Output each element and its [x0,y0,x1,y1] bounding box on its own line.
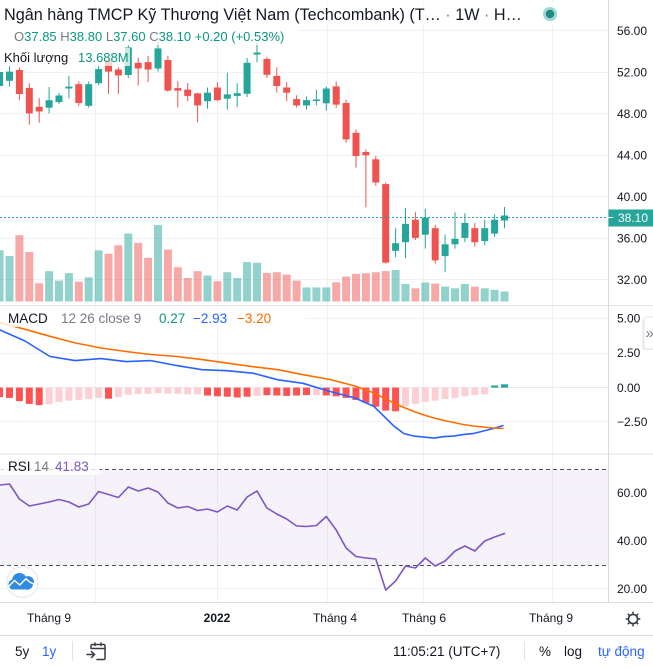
svg-text:40.00: 40.00 [617,190,647,204]
svg-text:48.00: 48.00 [617,107,647,121]
svg-text:Tháng 6: Tháng 6 [402,611,446,625]
svg-text:»: » [646,325,653,342]
svg-text:2022: 2022 [204,611,231,625]
svg-text:2.50: 2.50 [617,346,641,360]
svg-text:Tháng 9: Tháng 9 [529,611,573,625]
svg-text:40.00: 40.00 [617,534,647,548]
svg-text:5y: 5y [15,644,30,659]
svg-text:%: % [539,644,551,659]
svg-text:13.688M: 13.688M [78,50,129,65]
svg-text:32.00: 32.00 [617,273,647,287]
svg-text:36.00: 36.00 [617,232,647,246]
svg-text:0.27: 0.27 [159,311,185,326]
svg-text:20.00: 20.00 [617,582,647,596]
svg-text:14: 14 [34,459,50,474]
svg-text:41.83: 41.83 [55,459,89,474]
svg-text:Ngân hàng TMCP Kỹ Thương Việt: Ngân hàng TMCP Kỹ Thương Việt Nam (Techc… [4,6,522,24]
svg-text:Tháng 9: Tháng 9 [27,611,71,625]
svg-text:5.00: 5.00 [617,312,641,326]
svg-text:−2.50: −2.50 [617,415,648,429]
svg-text:RSI: RSI [8,459,31,474]
svg-text:60.00: 60.00 [617,486,647,500]
svg-text:Tháng 4: Tháng 4 [313,611,357,625]
svg-text:MACD: MACD [8,311,48,326]
svg-text:0.00: 0.00 [617,381,641,395]
svg-text:tự động: tự động [598,644,645,659]
svg-text:52.00: 52.00 [617,66,647,80]
svg-text:log: log [564,644,582,659]
svg-text:−3.20: −3.20 [237,311,271,326]
svg-text:44.00: 44.00 [617,149,647,163]
svg-text:56.00: 56.00 [617,24,647,38]
svg-text:Khối lượng: Khối lượng [4,50,68,65]
svg-text:O37.85 H38.80 L37.60 C38.10 +0: O37.85 H38.80 L37.60 C38.10 +0.20 (+0.53… [14,29,284,44]
svg-text:1y: 1y [42,644,57,659]
svg-text:38.10: 38.10 [618,211,648,225]
svg-text:−2.93: −2.93 [193,311,227,326]
svg-text:11:05:21 (UTC+7): 11:05:21 (UTC+7) [393,644,500,659]
svg-text:12 26 close 9: 12 26 close 9 [61,311,141,326]
